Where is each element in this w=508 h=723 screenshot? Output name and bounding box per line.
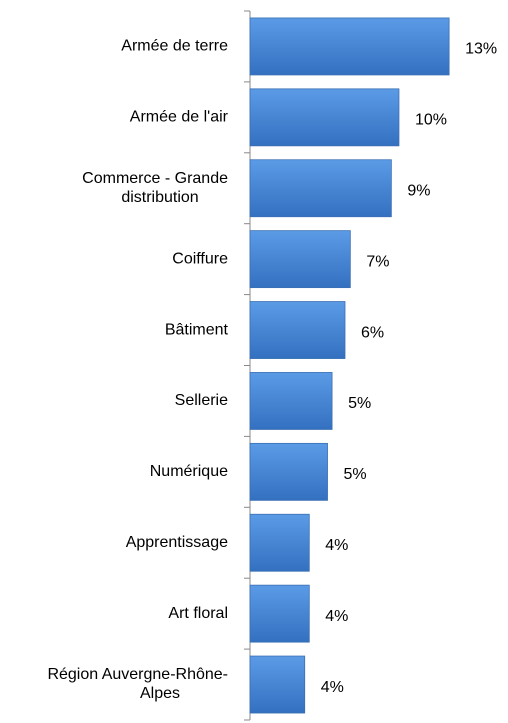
value-label: 4% <box>325 608 348 625</box>
bar <box>249 230 351 289</box>
value-label: 5% <box>344 466 367 483</box>
value-label: 4% <box>325 537 348 554</box>
value-label: 6% <box>361 324 384 341</box>
value-label: 10% <box>415 112 447 129</box>
category-label: Commerce - Grande distribution <box>82 170 228 206</box>
bar <box>249 372 333 430</box>
category-label: Numérique <box>150 463 228 480</box>
value-label: 9% <box>407 182 430 199</box>
category-label: Bâtiment <box>165 321 229 338</box>
category-label: Apprentissage <box>126 534 228 551</box>
value-label: 4% <box>321 679 344 696</box>
bar <box>249 513 310 572</box>
bar <box>249 17 450 76</box>
bar <box>249 584 310 643</box>
bar <box>249 442 328 501</box>
value-label: 7% <box>366 253 389 270</box>
value-label: 13% <box>465 41 497 58</box>
category-label: Coiffure <box>172 250 228 267</box>
bar <box>249 655 306 714</box>
category-label: Art floral <box>168 605 228 622</box>
category-label: Sellerie <box>175 392 228 409</box>
value-label: 5% <box>348 395 371 412</box>
category-label: Région Auvergne-Rhône-Alpes <box>47 666 228 702</box>
bar <box>249 159 392 218</box>
category-label: Armée de terre <box>121 38 228 55</box>
bar <box>249 88 400 147</box>
bar <box>249 301 346 359</box>
category-label: Armée de l'air <box>130 109 229 126</box>
